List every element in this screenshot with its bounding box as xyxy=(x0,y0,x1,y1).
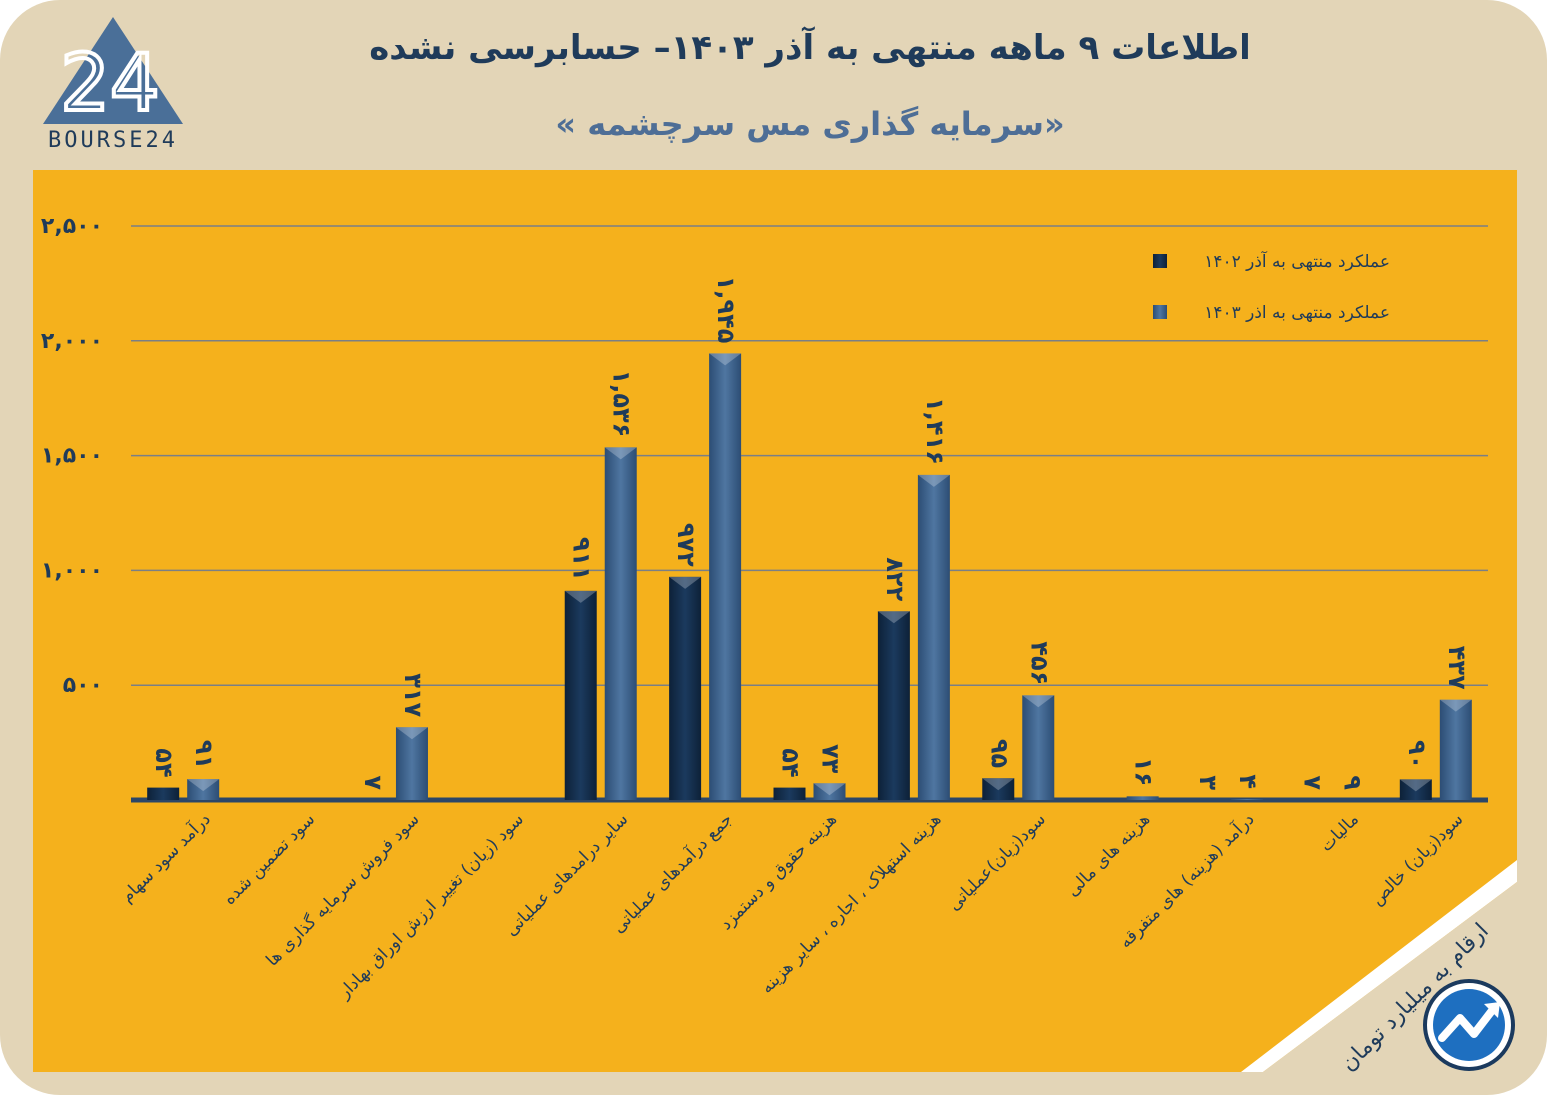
data-label: ۳ xyxy=(1194,775,1222,790)
bar-1403-bevel xyxy=(917,474,950,487)
legend-swatch xyxy=(1153,305,1167,319)
bar-1403-bevel xyxy=(604,447,637,460)
legend-label: عملکرد منتهی به اذر ۱۴۰۳ xyxy=(1204,303,1390,323)
bar-1403 xyxy=(813,783,846,800)
x-tick-label: سود تضمین شده xyxy=(220,809,320,909)
x-tick-label: درآمد سود سهام xyxy=(116,808,215,907)
y-tick-label: ۲,۵۰۰ xyxy=(41,214,103,239)
data-label: ۹ xyxy=(1338,775,1366,790)
legend-label: عملکرد منتهی به آذر ۱۴۰۲ xyxy=(1204,250,1390,272)
bar-1403 xyxy=(1126,796,1159,800)
y-tick-label: ۱,۵۰۰ xyxy=(41,444,103,469)
bar-1403-bevel xyxy=(813,783,846,796)
legend-swatch xyxy=(1153,254,1167,268)
chart-subtitle: «سرمایه گذاری مس سرچشمه » xyxy=(555,105,1065,143)
x-tick-label: هزینه حقوق و دستمزد xyxy=(716,809,841,934)
data-label: ۷ xyxy=(1298,775,1326,790)
bar-1403 xyxy=(917,474,950,800)
bars xyxy=(147,353,1472,800)
bar-1402 xyxy=(1399,779,1432,800)
bar-1403-bevel xyxy=(709,353,742,366)
plot-panel: ۵۰۰ ۱,۰۰۰ ۱,۵۰۰ ۲,۰۰۰ ۲,۵۰۰ ۵۴ ۹۱ ۷ ۳۱۷ ۹۱۱ ۱,۵۳۶… xyxy=(33,170,1517,1072)
bar-1403 xyxy=(1231,799,1264,800)
chart-title: اطلاعات ۹ ماهه منتهی به آذر ۱۴۰۳– حسابرس… xyxy=(369,28,1251,68)
bar-1402-bevel xyxy=(982,778,1015,791)
bar-1402 xyxy=(669,576,702,800)
data-label: ۴۵۶ xyxy=(1025,641,1053,685)
data-label: ۸۲۲ xyxy=(881,557,909,601)
bar-1403 xyxy=(187,779,220,800)
bar-1402-bevel xyxy=(564,590,597,603)
data-label: ۱۶ xyxy=(1130,757,1158,786)
bar-1403 xyxy=(395,727,428,800)
data-label: ۵۴ xyxy=(150,748,178,777)
data-label: ۴۳۷ xyxy=(1443,646,1471,690)
corner-white-stripe xyxy=(1241,860,1517,1072)
x-tick-label: سود(زیان)عملیاتی xyxy=(944,809,1050,915)
data-label: ۹۱۱ xyxy=(568,537,596,581)
data-label: ۵۴ xyxy=(777,748,805,777)
x-tick-label: هزینه های مالی xyxy=(1063,809,1154,900)
bar-1402 xyxy=(773,787,806,800)
bar-1402-bevel xyxy=(877,611,910,624)
data-label: ۹۱ xyxy=(190,740,218,769)
data-label: ۹۷۲ xyxy=(672,523,700,567)
data-label: ۱,۴۱۶ xyxy=(921,397,949,465)
data-label: ۳۱۷ xyxy=(399,673,427,717)
data-label: ۹۵ xyxy=(985,739,1013,768)
bar-1403-bevel xyxy=(395,727,428,740)
y-tick-label: ۲,۰۰۰ xyxy=(41,329,103,354)
bar-1403-bevel xyxy=(1022,695,1055,708)
x-tick-label: مالیات xyxy=(1316,809,1363,856)
bar-1402 xyxy=(564,590,597,800)
x-tick-label: سود (زیان) تغییر ارزش اوراق بهادار xyxy=(334,809,528,1003)
data-label: ۷ xyxy=(359,775,387,790)
trend-arrow-icon xyxy=(1423,979,1515,1071)
y-tick-label: ۱,۰۰۰ xyxy=(41,558,103,583)
y-tick-label: ۵۰۰ xyxy=(63,673,103,698)
legend: عملکرد منتهی به آذر ۱۴۰۲ عملکرد منتهی به … xyxy=(1153,250,1390,323)
bar-1402-bevel xyxy=(1399,779,1432,792)
x-tick-label: سود(زیان) خالص xyxy=(1367,809,1467,909)
logo-mark: 24 xyxy=(60,39,159,129)
bar-1403-bevel xyxy=(187,779,220,792)
bar-1402-bevel xyxy=(669,576,702,589)
bar-chart: ۵۰۰ ۱,۰۰۰ ۱,۵۰۰ ۲,۰۰۰ ۲,۵۰۰ ۵۴ ۹۱ ۷ ۳۱۷ ۹۱۱ ۱,۵۳۶… xyxy=(41,214,1517,1072)
data-label: ۷۳ xyxy=(817,744,845,774)
x-tick-label: هزینه استهلاک ، اجاره ، سایر هزینه xyxy=(757,809,945,997)
bar-1403 xyxy=(1439,699,1472,800)
bar-1403 xyxy=(1022,695,1055,800)
data-label: ۱,۵۳۶ xyxy=(608,370,636,438)
bar-1402 xyxy=(982,778,1015,800)
bar-1403-bevel xyxy=(1439,699,1472,712)
data-label: ۱,۹۴۵ xyxy=(712,276,740,344)
bourse24-logo: 24 xyxy=(43,17,183,131)
data-label: ۹۰ xyxy=(1403,740,1431,769)
bar-1403 xyxy=(604,447,637,800)
logo-text: BOURSE24 xyxy=(48,128,178,153)
bar-1402 xyxy=(877,611,910,800)
bar-1402 xyxy=(147,787,180,800)
data-label: ۴ xyxy=(1234,774,1262,789)
bar-1403 xyxy=(709,353,742,800)
y-axis-ticks: ۵۰۰ ۱,۰۰۰ ۱,۵۰۰ ۲,۰۰۰ ۲,۵۰۰ xyxy=(41,214,103,698)
